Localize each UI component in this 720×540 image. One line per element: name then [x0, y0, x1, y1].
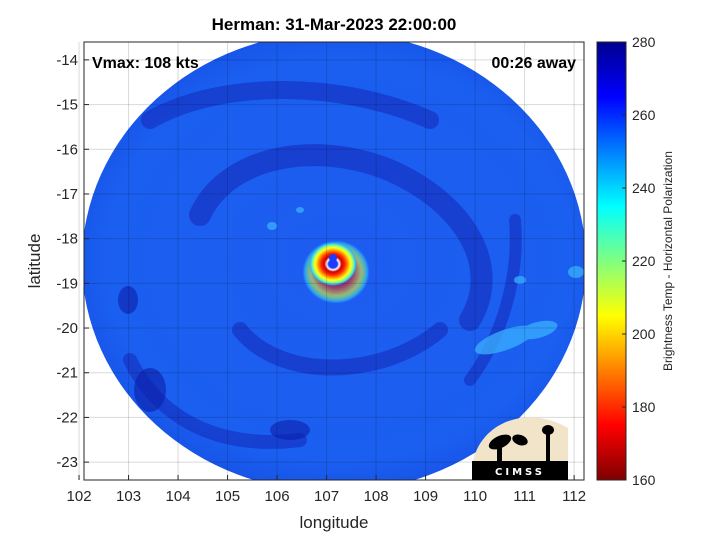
y-axis-label: latitude — [25, 234, 44, 289]
y-tick-label: -14 — [56, 52, 78, 69]
rain-band — [141, 81, 439, 129]
x-tick-label: 103 — [116, 488, 141, 505]
x-tick-label: 111 — [513, 488, 536, 505]
warm-patches — [267, 207, 584, 355]
warm-patch — [296, 207, 304, 213]
logo-dish-icon — [488, 434, 512, 450]
x-tick-label: 112 — [562, 488, 586, 505]
colorbar-tick-label: 240 — [632, 180, 656, 196]
x-tick-label: 106 — [265, 488, 290, 505]
x-tick-label: 104 — [166, 488, 191, 505]
colorbar: 280 260 240 220 200 180 160 Brightness Temp - … — [596, 34, 675, 488]
logo-text: CIMSS — [495, 467, 545, 478]
y-tick-label: -18 — [56, 231, 78, 248]
logo-dish-stand — [497, 445, 502, 461]
y-tick-label: -23 — [56, 454, 78, 471]
cold-patches — [118, 286, 310, 440]
cold-patch — [134, 368, 166, 412]
warm-patch — [267, 222, 277, 230]
x-tick-label: 109 — [413, 488, 438, 505]
y-tick-label: -22 — [56, 409, 78, 426]
plot-frame — [83, 41, 585, 481]
x-tick-label: 107 — [314, 488, 339, 505]
warm-patch — [568, 266, 584, 278]
cold-patch — [118, 286, 138, 314]
logo-banner — [472, 461, 568, 480]
microwave-swath — [84, 42, 584, 480]
rain-band — [232, 322, 448, 376]
gridlines — [78, 42, 584, 480]
warm-patch — [514, 276, 526, 284]
vmax-annotation: Vmax: 108 kts — [92, 55, 199, 72]
eyewall-ring — [309, 242, 357, 286]
colorbar-tick-label: 180 — [632, 399, 656, 415]
colorbar-label: Brightness Temp - Horizontal Polarizatio… — [661, 151, 675, 371]
x-axis-ticks: 102 103 104 105 106 107 108 109 110 111 112 — [67, 475, 586, 505]
cold-patch — [270, 420, 310, 440]
rain-band — [189, 144, 493, 331]
time-away-annotation: 00:26 away — [491, 55, 576, 72]
x-axis-label: longitude — [299, 513, 368, 532]
warm-patch — [518, 320, 558, 340]
y-tick-label: -15 — [56, 97, 78, 114]
eye — [329, 254, 337, 262]
colorbar-tick-label: 280 — [632, 34, 656, 50]
chart-title: Herman: 31-Mar-2023 22:00:00 — [212, 15, 457, 34]
x-tick-label: 105 — [215, 488, 240, 505]
y-tick-label: -21 — [56, 365, 78, 382]
x-tick-label: 102 — [67, 488, 92, 505]
y-tick-label: -16 — [56, 141, 78, 158]
eyewall — [302, 240, 370, 304]
y-tick-label: -20 — [56, 320, 78, 337]
cimss-logo: CIMSS — [472, 417, 568, 480]
y-axis-ticks: -14 -15 -16 -17 -18 -19 -20 -21 -22 -23 — [56, 52, 89, 471]
y-tick-label: -17 — [56, 186, 78, 203]
logo-tower-icon — [546, 432, 550, 461]
logo-dish-icon — [512, 434, 528, 446]
y-tick-label: -19 — [56, 275, 78, 292]
rain-band — [464, 214, 522, 386]
logo-tower-tank — [542, 425, 554, 435]
colorbar-tick-label: 160 — [632, 472, 656, 488]
colorbar-ticks: 280 260 240 220 200 180 160 — [622, 34, 656, 488]
x-tick-label: 110 — [463, 488, 487, 505]
x-tick-label: 108 — [364, 488, 389, 505]
colorbar-gradient — [596, 41, 627, 481]
colorbar-tick-label: 200 — [632, 326, 656, 342]
colorbar-tick-label: 260 — [632, 107, 656, 123]
colorbar-tick-label: 220 — [632, 253, 656, 269]
